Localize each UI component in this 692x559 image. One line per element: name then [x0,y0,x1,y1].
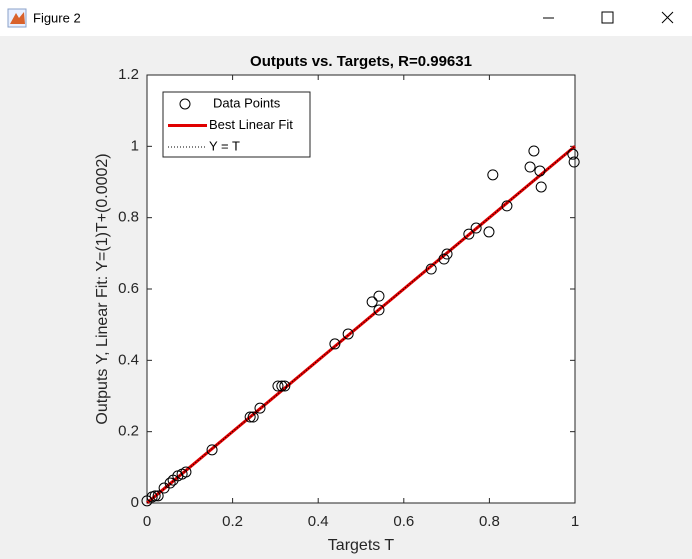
data-point [366,296,378,308]
data-point [528,145,540,157]
data-point [342,328,354,340]
y-tick-label: 1.2 [118,66,139,83]
x-tick-label: 0.8 [479,513,500,530]
y-tick-label: 0.8 [118,209,139,226]
data-point [149,490,161,502]
y-tick-label: 0.2 [118,423,139,440]
y-tick-label: 1 [131,137,139,154]
close-button[interactable] [661,11,674,24]
x-tick-label: 0 [143,513,151,530]
legend-label: Data Points [213,95,281,110]
x-tick-label: 0.6 [393,513,414,530]
data-point [244,411,256,423]
data-point [206,444,218,456]
legend-label: Y = T [209,138,240,153]
data-point [568,156,580,168]
data-point [534,165,546,177]
plot-area: 0 0.2 0.4 0.6 0.8 1 0 0.2 0.4 0.6 0.8 1 1.2 [118,66,580,530]
y-tick-label: 0.6 [118,280,139,297]
data-point [276,380,288,392]
data-point [487,169,499,181]
x-tick-label: 0.4 [308,513,329,530]
window-title: Figure 2 [33,10,81,25]
y-tick-label: 0.4 [118,351,139,368]
legend-marker [179,98,191,110]
app-icon [7,8,27,28]
maximize-button[interactable] [601,11,614,24]
data-point [164,477,176,489]
title-bar [0,0,692,36]
x-tick-label: 1 [571,513,579,530]
data-point [180,466,192,478]
x-axis-label: Targets T [328,537,395,554]
data-point [254,402,266,414]
data-point [524,161,536,173]
series-line [146,145,576,505]
legend: Data Points Best Linear Fit Y = T [162,91,311,158]
chart-title: Outputs vs. Targets, R=0.99631 [250,53,472,70]
data-point [535,181,547,193]
data-point [463,228,475,240]
data-point [441,248,453,260]
data-point [329,338,341,350]
x-tick-label: 0.2 [222,513,243,530]
data-point [373,304,385,316]
data-point [425,263,437,275]
data-point [247,411,259,423]
legend-label: Best Linear Fit [209,117,293,132]
axes [146,74,576,504]
y-tick-label: 0 [131,494,139,511]
data-point [501,200,513,212]
data-point [373,290,385,302]
data-point [152,490,164,502]
y-axis-label: Outputs Y, Linear Fit: Y=(1)T+(0.0002) [94,153,111,424]
data-point [483,226,495,238]
data-point [567,148,579,160]
data-point [470,222,482,234]
data-point [279,380,291,392]
data-point [272,380,284,392]
